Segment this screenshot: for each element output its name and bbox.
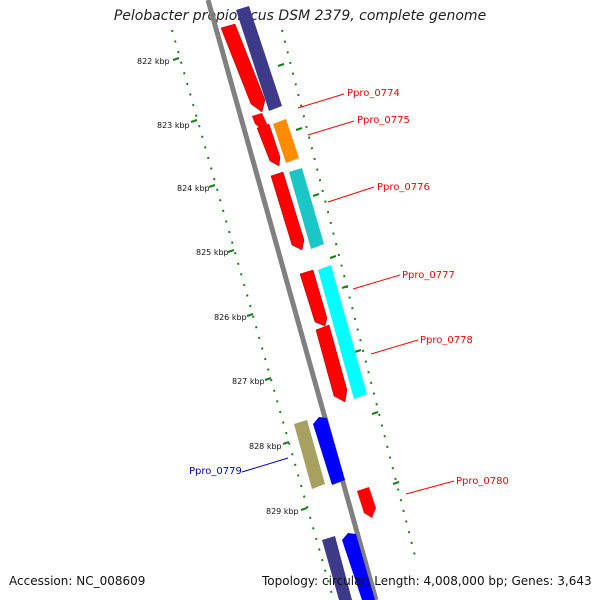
- gene-label-ppro-0774[interactable]: Ppro_0774: [347, 88, 400, 99]
- outer-major-ticks: [277, 63, 400, 485]
- gene-blue-bottom[interactable]: [342, 533, 375, 600]
- genome-summary-text: Topology: circular; Length: 4,008,000 bp…: [262, 574, 592, 588]
- accession-text: Accession: NC_008609: [9, 574, 146, 588]
- gene-ppro-0774-arrow[interactable]: [220, 23, 266, 113]
- gene-ppro-0779-olive[interactable]: [294, 420, 325, 489]
- gene-ppro-0776-arrow[interactable]: [270, 171, 305, 251]
- tick-label: 826 kbp: [214, 313, 247, 322]
- gene-teal[interactable]: [289, 168, 324, 249]
- gene-label-ppro-0778[interactable]: Ppro_0778: [420, 335, 473, 346]
- gene-ppro-0777-arrow[interactable]: [299, 269, 328, 327]
- tick-label: 823 kbp: [157, 121, 190, 130]
- gene-label-ppro-0776[interactable]: Ppro_0776: [377, 182, 430, 193]
- genome-backbone: [205, 0, 379, 600]
- gene-blue-arrow[interactable]: [313, 417, 345, 485]
- gene-label-ppro-0777[interactable]: Ppro_0777: [402, 270, 455, 281]
- gene-orange[interactable]: [273, 119, 299, 163]
- gene-ppro-0775-arrow[interactable]: [256, 123, 281, 167]
- gene-label-ppro-0775[interactable]: Ppro_0775: [357, 115, 410, 126]
- gene-navy-bottom[interactable]: [322, 536, 352, 600]
- tick-label: 829 kbp: [266, 507, 299, 516]
- gene-navy-top[interactable]: [236, 6, 282, 111]
- gene-ppro-0778-arrow[interactable]: [315, 324, 348, 403]
- tick-label: 825 kbp: [196, 248, 229, 257]
- label-leader-lines: [241, 93, 455, 495]
- gene-label-ppro-0780[interactable]: Ppro_0780: [456, 476, 509, 487]
- outer-ruler-dots: [281, 29, 417, 561]
- tick-label: 827 kbp: [232, 377, 265, 386]
- tick-label: 824 kbp: [177, 184, 210, 193]
- tick-label: 822 kbp: [137, 57, 170, 66]
- genome-title: Pelobacter propionicus DSM 2379, complet…: [113, 8, 487, 24]
- gene-cyan[interactable]: [318, 265, 367, 399]
- inner-major-ticks: [172, 57, 308, 511]
- gene-label-ppro-0779[interactable]: Ppro_0779: [189, 466, 242, 477]
- gene-ppro-0780-arrow[interactable]: [357, 487, 376, 518]
- gene-small-red-arrow[interactable]: [252, 113, 267, 129]
- tick-label: 828 kbp: [249, 442, 282, 451]
